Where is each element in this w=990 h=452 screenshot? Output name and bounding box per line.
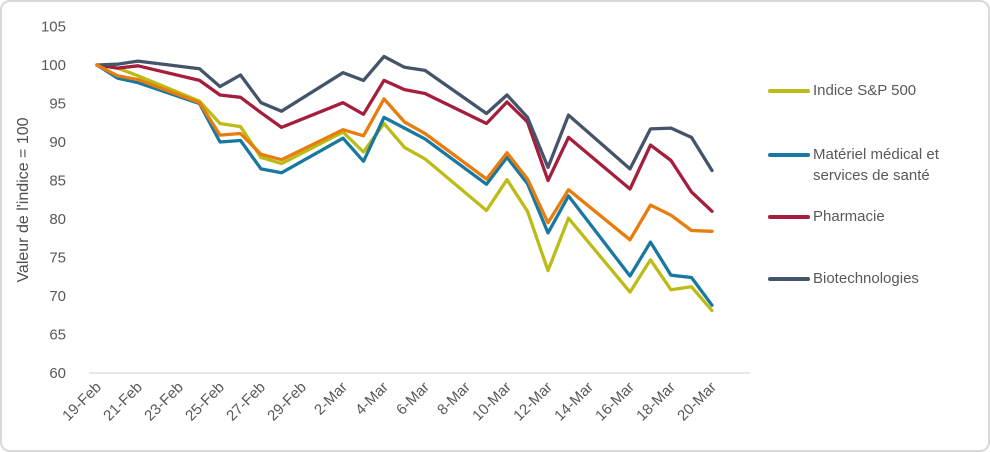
x-tick-label: 25-Feb — [182, 379, 228, 425]
legend-line-swatch-indice-sp500 — [768, 89, 810, 93]
x-tick-label: 14-Mar — [551, 379, 597, 425]
x-tick-label: 27-Feb — [223, 379, 269, 425]
legend-label-biotechnologies: Biotechnologies — [813, 270, 919, 287]
y-tick-label: 75 — [49, 250, 66, 267]
x-tick-label: 10-Mar — [469, 379, 515, 425]
legend-label-pharmacie: Pharmacie — [813, 208, 885, 225]
y-tick-label: 70 — [49, 288, 66, 305]
legend-label-materiel-medical-et-services-de-sante: Matériel médical et services de santé — [813, 146, 939, 184]
legend-label-indice-sp500: Indice S&P 500 — [813, 82, 917, 99]
y-tick-label: 80 — [49, 211, 66, 228]
x-tick-label: 21-Feb — [100, 379, 146, 425]
legend-line-swatch-biotechnologies — [768, 277, 810, 281]
series-line-serie-orange-sans-legende — [95, 63, 714, 242]
x-tick-label: 12-Mar — [510, 379, 556, 425]
x-tick-label: 8-Mar — [434, 379, 474, 419]
y-tick-label: 95 — [49, 96, 66, 113]
legend-item-indice-sp500: Indice S&P 500 — [768, 80, 916, 101]
chart-legend: Indice S&P 500 Matériel médical et servic… — [768, 2, 983, 450]
legend-line-swatch-materiel-medical-et-services-de-sante — [768, 153, 810, 157]
x-tick-label: 4-Mar — [352, 379, 392, 419]
y-tick-label: 60 — [49, 365, 66, 382]
x-tick-label: 19-Feb — [59, 379, 105, 425]
y-axis-title: Valeur de l'indice = 100 — [15, 117, 32, 282]
x-tick-label: 16-Mar — [592, 379, 638, 425]
x-tick-label: 18-Mar — [633, 379, 679, 425]
legend-item-materiel-medical-et-services-de-sante: Matériel médical et services de santé — [768, 144, 971, 186]
y-tick-label: 90 — [49, 134, 66, 151]
series-line-indice-sp500 — [95, 63, 714, 313]
legend-item-pharmacie: Pharmacie — [768, 206, 885, 227]
y-tick-label: 100 — [41, 57, 66, 74]
x-tick-label: 23-Feb — [141, 379, 187, 425]
x-tick-label: 20-Mar — [674, 379, 720, 425]
x-tick-label: 2-Mar — [311, 379, 351, 419]
y-tick-label: 65 — [49, 327, 66, 344]
series-line-pharmacie — [95, 63, 714, 213]
series-line-biotechnologies — [95, 54, 714, 173]
y-tick-label: 85 — [49, 173, 66, 190]
x-tick-label: 29-Feb — [264, 379, 310, 425]
series-line-materiel-medical-et-services-de-sante — [95, 63, 714, 307]
legend-item-biotechnologies: Biotechnologies — [768, 268, 919, 289]
legend-line-swatch-pharmacie — [768, 215, 810, 219]
x-tick-label: 6-Mar — [393, 379, 433, 419]
y-tick-label: 105 — [41, 19, 66, 36]
